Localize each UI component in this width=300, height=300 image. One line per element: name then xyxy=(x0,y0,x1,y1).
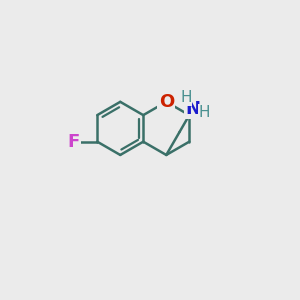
Text: F: F xyxy=(67,133,80,151)
Text: O: O xyxy=(159,93,174,111)
Text: H: H xyxy=(180,90,192,105)
Text: N: N xyxy=(185,100,200,118)
Text: H: H xyxy=(198,105,210,120)
